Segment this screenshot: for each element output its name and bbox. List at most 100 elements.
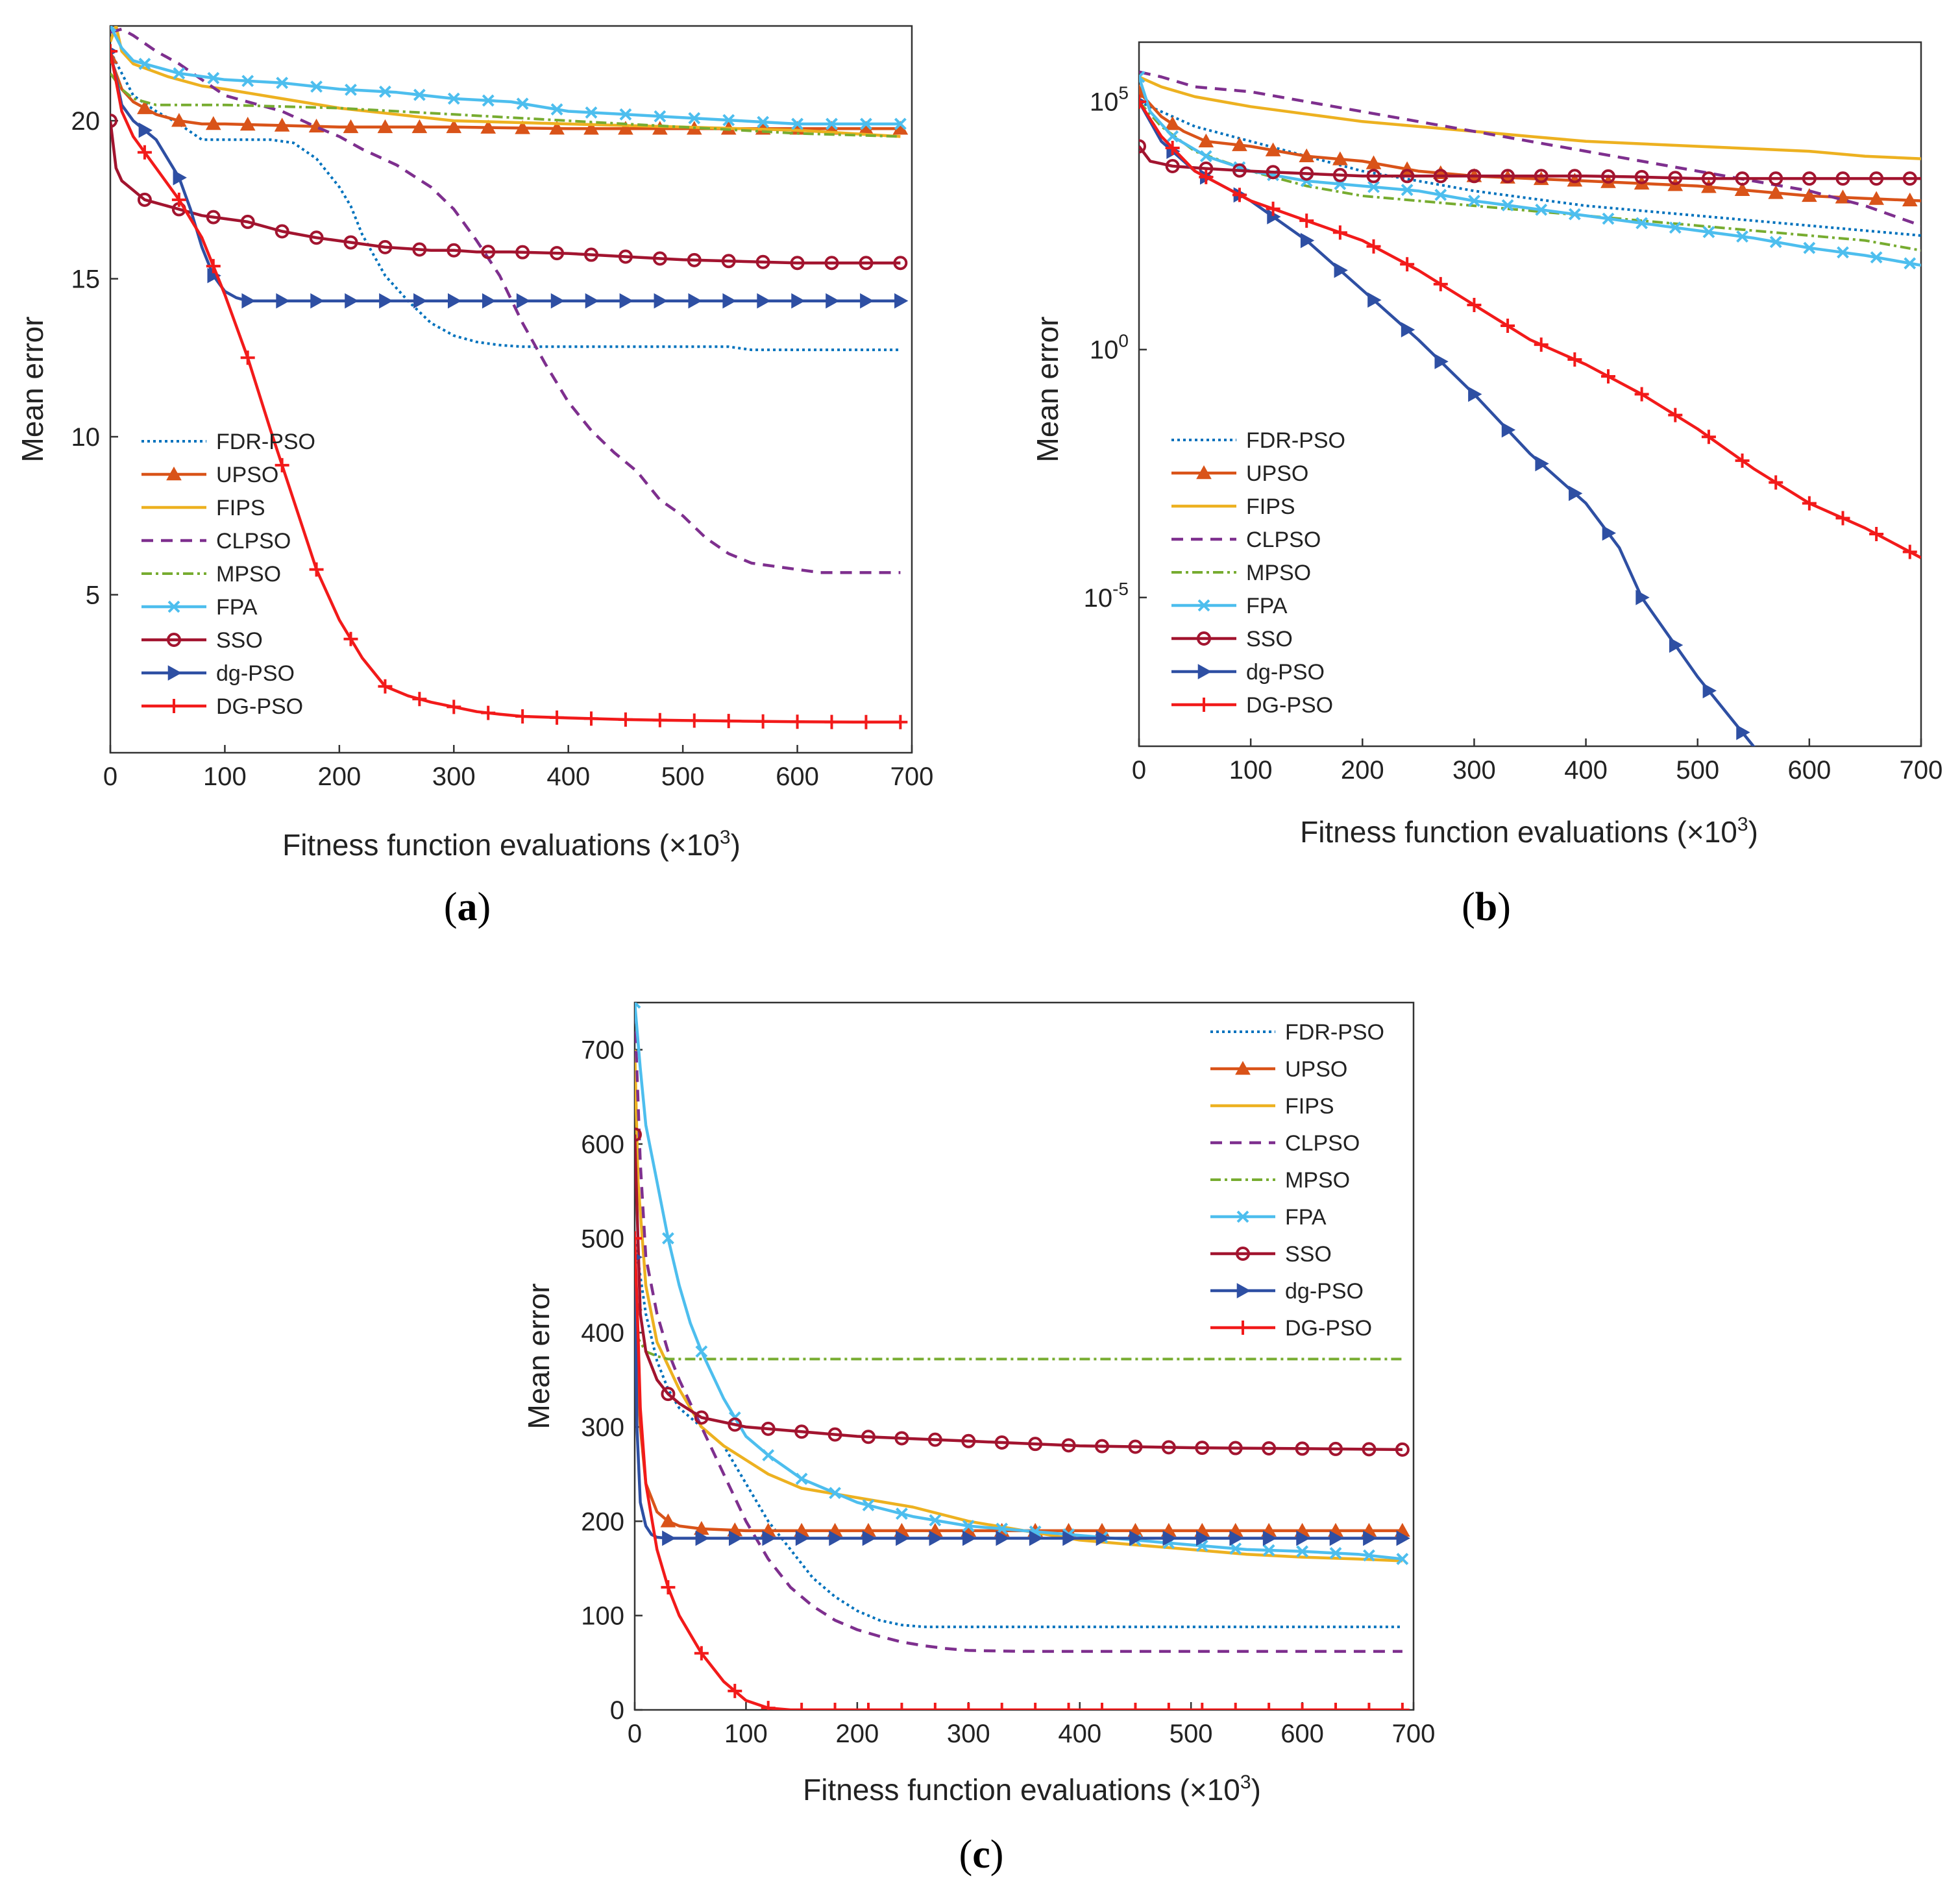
- series-dg-pso-marker: [1702, 683, 1717, 699]
- series-dg-pso-marker: [728, 1683, 742, 1698]
- series-sso-marker: [687, 252, 702, 267]
- series-fpa-marker: [795, 1472, 808, 1485]
- series-sso-marker: [1299, 166, 1314, 181]
- series-dg-pso-marker: [762, 1530, 776, 1546]
- series-upso-marker: [1734, 182, 1750, 196]
- series-dg-pso-marker: [1232, 188, 1247, 202]
- series-fpa-marker: [1904, 257, 1917, 270]
- series-sso-marker: [790, 256, 805, 271]
- legend-label: MPSO: [1285, 1168, 1350, 1193]
- series-dg-pso-marker: [1329, 1530, 1344, 1546]
- series-dg-pso-marker: [1501, 319, 1515, 334]
- series-dg-pso-marker: [662, 1530, 676, 1546]
- series-fpa-marker: [929, 1514, 942, 1527]
- legend-swatch-marker: [1197, 698, 1211, 712]
- legend-item-fdr-pso: FDR-PSO: [141, 430, 315, 454]
- series-sso-marker: [1902, 171, 1917, 186]
- series-dg-pso-marker: [1334, 262, 1348, 278]
- legend-item-upso: UPSO: [1171, 461, 1308, 486]
- series-sso-marker: [1329, 1441, 1343, 1456]
- series-sso-marker: [652, 251, 667, 266]
- series-fpa-marker: [310, 80, 323, 93]
- series-fpa-marker: [695, 1345, 708, 1358]
- legend-label: SSO: [1285, 1242, 1332, 1267]
- series-fpa-marker: [654, 110, 667, 123]
- series-dg-pso-marker: [687, 713, 702, 728]
- panel-a-caption: (a): [444, 885, 491, 929]
- panel-c-series: [635, 1003, 1410, 1710]
- series-clpso: [1139, 70, 1921, 227]
- legend-swatch-marker: [166, 466, 182, 481]
- series-dg-pso: [110, 43, 908, 729]
- series-dg-pso-marker: [447, 700, 461, 714]
- series-dg-pso-marker: [171, 192, 186, 207]
- series-sso-marker: [721, 254, 736, 269]
- series-sso-marker: [794, 1424, 809, 1439]
- series-fpa-marker: [1229, 1542, 1242, 1555]
- legend-swatch-marker: [1236, 1247, 1250, 1261]
- panel-c-legend: FDR-PSO UPSO FIPS CLPSO MPSO FPA SSO dg-PSO DG-P…: [1210, 1020, 1384, 1341]
- legend-label: FDR-PSO: [1246, 428, 1345, 453]
- series-dg-pso-marker: [1266, 201, 1280, 216]
- panel-b-ticks: 0 100 200 300 400 500 600 700 10-5 100 105: [1084, 83, 1943, 785]
- series-dg-pso-marker: [379, 293, 393, 309]
- legend-label: CLPSO: [216, 529, 291, 554]
- x-tick-label: 100: [203, 762, 247, 791]
- legend-label: UPSO: [1285, 1057, 1347, 1082]
- y-tick-label: 20: [71, 107, 101, 136]
- series-fpa-marker: [482, 94, 495, 107]
- series-dg-pso-marker: [1770, 763, 1783, 777]
- series-dg-pso-marker: [584, 711, 598, 726]
- series-dg-pso-marker: [1262, 1703, 1277, 1710]
- series-dg-pso-marker: [550, 293, 565, 309]
- series-dg-pso-marker: [827, 1703, 842, 1710]
- series-dg-pso-marker: [1295, 1703, 1310, 1710]
- series-dg-pso-marker: [1567, 352, 1582, 367]
- series-dg-pso-marker: [1096, 1530, 1110, 1546]
- series-fpa-marker: [894, 117, 907, 130]
- series-dg-pso-marker: [661, 1580, 676, 1595]
- series-dg-pso-marker: [1366, 239, 1381, 254]
- series-sso-marker: [1769, 171, 1783, 186]
- series-dg-pso-marker: [695, 1530, 709, 1546]
- y-tick-label: 0: [610, 1696, 624, 1725]
- y-tick-label: 5: [86, 581, 100, 610]
- series-fpa-marker: [1769, 236, 1782, 249]
- series-dg-pso-marker: [1468, 386, 1482, 402]
- series-dg-pso-marker: [1535, 456, 1549, 472]
- series-sso-marker: [1701, 171, 1716, 186]
- series-fdr-pso: [1139, 100, 1921, 237]
- series-dg-pso-marker: [721, 714, 736, 729]
- series-dg-pso-marker: [1162, 1530, 1177, 1546]
- series-line-fips: [1139, 75, 1921, 160]
- series-upso-marker: [1198, 133, 1214, 148]
- series-fpa-marker: [447, 92, 460, 105]
- legend-swatch-marker: [1235, 1060, 1251, 1075]
- series-fpa-marker: [826, 117, 838, 130]
- series-dg-pso-marker: [829, 1530, 843, 1546]
- series-dg-pso-marker: [1669, 637, 1684, 653]
- series-line-mpso: [110, 72, 901, 138]
- series-fpa-marker: [1401, 184, 1414, 197]
- series-upso-marker: [1802, 188, 1817, 202]
- series-dg-pso-marker: [694, 1646, 709, 1661]
- series-upso-marker: [1265, 142, 1281, 156]
- series-line-dg-pso: [635, 1257, 1403, 1540]
- series-dg-pso-marker: [1199, 169, 1214, 184]
- series-sso-marker: [584, 247, 598, 262]
- series-sso-marker: [1195, 1441, 1210, 1455]
- series-dg-pso-marker: [728, 1530, 743, 1546]
- series-dg-pso-marker: [1195, 1530, 1210, 1546]
- legend-swatch-marker: [167, 665, 182, 681]
- series-dg-pso-marker: [757, 293, 771, 309]
- series-dg-pso-marker: [1401, 322, 1415, 338]
- legend-swatch-marker: [167, 600, 180, 613]
- series-dg-pso-marker: [1837, 816, 1850, 831]
- series-upso-marker: [1366, 155, 1382, 169]
- legend-label: DG-PSO: [216, 694, 303, 719]
- series-sso: [1139, 139, 1921, 186]
- series-dg-pso-marker: [894, 293, 909, 309]
- legend-label: dg-PSO: [1285, 1279, 1364, 1304]
- series-dg-pso-marker: [1802, 496, 1817, 511]
- series-line-clpso: [110, 27, 901, 574]
